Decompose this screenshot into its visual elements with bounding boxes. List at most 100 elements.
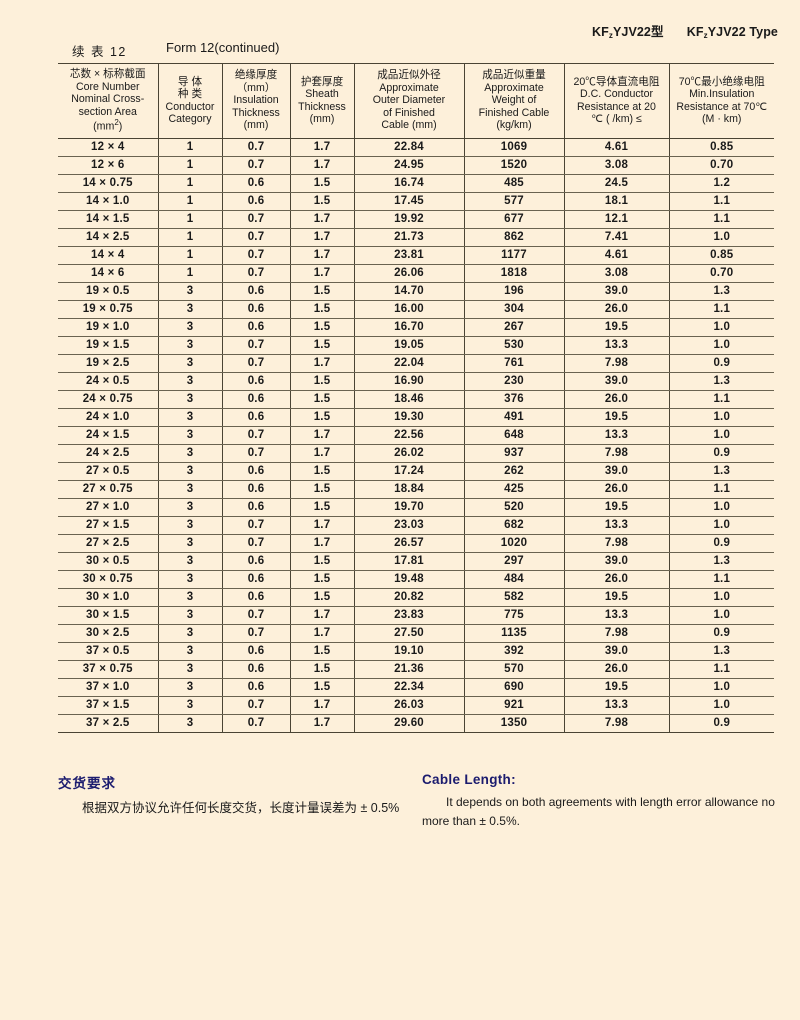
cell-outer-diameter: 18.84 [353, 480, 465, 500]
cell-core-nominal-area: 37 × 0.75 [58, 660, 159, 680]
cell-outer-diameter: 23.03 [353, 516, 465, 536]
cell-min-insulation-resistance: 1.3 [668, 372, 774, 392]
cell-insulation-thickness: 0.7 [221, 444, 291, 464]
cell-sheath-thickness: 1.5 [289, 372, 355, 392]
cell-dc-resistance: 24.5 [563, 174, 670, 194]
cell-conductor-category: 3 [157, 354, 223, 374]
cell-outer-diameter: 17.45 [353, 192, 465, 212]
cell-outer-diameter: 24.95 [353, 156, 465, 176]
column-header-conductor-category: 导 体 种 类 Conductor Category [157, 62, 223, 140]
header-cn-min-insulation-res: 70℃最小绝缘电阻 [678, 75, 765, 88]
cell-outer-diameter: 19.48 [353, 570, 465, 590]
cell-min-insulation-resistance: 1.1 [668, 210, 774, 230]
cell-conductor-category: 3 [157, 606, 223, 626]
cell-conductor-category: 3 [157, 570, 223, 590]
column-header-insulation-thickness: 绝缘厚度 （mm） Insulation Thickness (mm) [221, 62, 291, 140]
cell-conductor-category: 1 [157, 156, 223, 176]
cell-dc-resistance: 4.61 [563, 138, 670, 158]
cell-outer-diameter: 26.02 [353, 444, 465, 464]
cell-core-nominal-area: 12 × 4 [58, 138, 159, 158]
header-en-mir-line3: (M · km) [702, 113, 742, 126]
cell-insulation-thickness: 0.6 [221, 588, 291, 608]
cell-cable-weight: 230 [463, 372, 565, 392]
cell-core-nominal-area: 27 × 1.0 [58, 498, 159, 518]
cell-cable-weight: 682 [463, 516, 565, 536]
table-caption: 续 表 12 Form 12(continued) [58, 40, 774, 60]
cell-core-nominal-area: 14 × 1.5 [58, 210, 159, 230]
cell-min-insulation-resistance: 0.9 [668, 354, 774, 374]
cell-cable-weight: 1069 [463, 138, 565, 158]
cell-core-nominal-area: 37 × 0.5 [58, 642, 159, 662]
header-cn-core-nominal-area: 芯数 × 标称截面 [69, 68, 146, 80]
cell-sheath-thickness: 1.5 [289, 480, 355, 500]
cell-outer-diameter: 22.84 [353, 138, 465, 158]
cell-conductor-category: 1 [157, 228, 223, 248]
cell-conductor-category: 3 [157, 660, 223, 680]
table-caption-en: Form 12(continued) [166, 40, 280, 55]
cell-insulation-thickness: 0.7 [221, 534, 291, 554]
cell-cable-weight: 376 [463, 390, 565, 410]
cell-min-insulation-resistance: 1.3 [668, 462, 774, 482]
cell-outer-diameter: 19.05 [353, 336, 465, 356]
cell-min-insulation-resistance: 1.0 [668, 696, 774, 716]
cell-min-insulation-resistance: 0.9 [668, 444, 774, 464]
table-row: 14 × 1.0 1 0.6 1.5 17.45 577 18.1 1.1 [58, 192, 774, 212]
cell-cable-weight: 1520 [463, 156, 565, 176]
header-en-insulation-line2: Insulation [233, 94, 279, 107]
cell-outer-diameter: 26.57 [353, 534, 465, 554]
header-en-sheath-line3: (mm) [309, 113, 335, 126]
cell-cable-weight: 520 [463, 498, 565, 518]
cell-outer-diameter: 16.70 [353, 318, 465, 338]
cell-sheath-thickness: 1.5 [289, 282, 355, 302]
cell-dc-resistance: 13.3 [563, 336, 670, 356]
cell-sheath-thickness: 1.7 [289, 516, 355, 536]
cell-sheath-thickness: 1.5 [289, 462, 355, 482]
cell-dc-resistance: 13.3 [563, 696, 670, 716]
table-row: 37 × 0.75 3 0.6 1.5 21.36 570 26.0 1.1 [58, 660, 774, 680]
cell-conductor-category: 3 [157, 282, 223, 302]
cell-conductor-category: 3 [157, 480, 223, 500]
note-heading-cn: 交货要求 [58, 776, 116, 791]
cell-dc-resistance: 39.0 [563, 552, 670, 572]
header-cn-weight: 成品近似重量 [482, 69, 546, 82]
cell-sheath-thickness: 1.7 [289, 714, 355, 734]
header-en-mir-line2: Resistance at 70℃ [676, 100, 768, 113]
cell-core-nominal-area: 24 × 1.5 [58, 426, 159, 446]
cell-dc-resistance: 7.98 [563, 624, 670, 644]
cell-cable-weight: 648 [463, 426, 565, 446]
cell-min-insulation-resistance: 0.9 [668, 714, 774, 734]
cell-core-nominal-area: 24 × 0.5 [58, 372, 159, 392]
cell-conductor-category: 1 [157, 192, 223, 212]
cell-insulation-thickness: 0.7 [221, 156, 291, 176]
header-en-line4: (mm2) [93, 118, 123, 133]
cell-cable-weight: 761 [463, 354, 565, 374]
cell-core-nominal-area: 37 × 1.0 [58, 678, 159, 698]
cell-outer-diameter: 22.56 [353, 426, 465, 446]
table-row: 30 × 2.5 3 0.7 1.7 27.50 1135 7.98 0.9 [58, 624, 774, 644]
cell-conductor-category: 3 [157, 714, 223, 734]
cell-outer-diameter: 17.24 [353, 462, 465, 482]
cell-outer-diameter: 19.30 [353, 408, 465, 428]
cell-outer-diameter: 16.00 [353, 300, 465, 320]
cell-sheath-thickness: 1.5 [289, 300, 355, 320]
header-en-conductor-line1: Conductor [165, 100, 215, 113]
cell-cable-weight: 775 [463, 606, 565, 626]
cell-core-nominal-area: 27 × 2.5 [58, 534, 159, 554]
cell-conductor-category: 3 [157, 678, 223, 698]
cell-outer-diameter: 26.06 [353, 264, 465, 284]
cell-cable-weight: 690 [463, 678, 565, 698]
cell-min-insulation-resistance: 1.0 [668, 588, 774, 608]
subscript-z: z [608, 31, 613, 40]
cell-sheath-thickness: 1.5 [289, 678, 355, 698]
cell-dc-resistance: 26.0 [563, 480, 670, 500]
cell-dc-resistance: 39.0 [563, 282, 670, 302]
table-row: 27 × 0.75 3 0.6 1.5 18.84 425 26.0 1.1 [58, 480, 774, 500]
cell-dc-resistance: 18.1 [563, 192, 670, 212]
cell-dc-resistance: 12.1 [563, 210, 670, 230]
cell-dc-resistance: 26.0 [563, 660, 670, 680]
cell-sheath-thickness: 1.7 [289, 444, 355, 464]
cell-core-nominal-area: 19 × 1.0 [58, 318, 159, 338]
cell-insulation-thickness: 0.6 [221, 660, 291, 680]
cell-min-insulation-resistance: 1.0 [668, 516, 774, 536]
cell-sheath-thickness: 1.5 [289, 408, 355, 428]
